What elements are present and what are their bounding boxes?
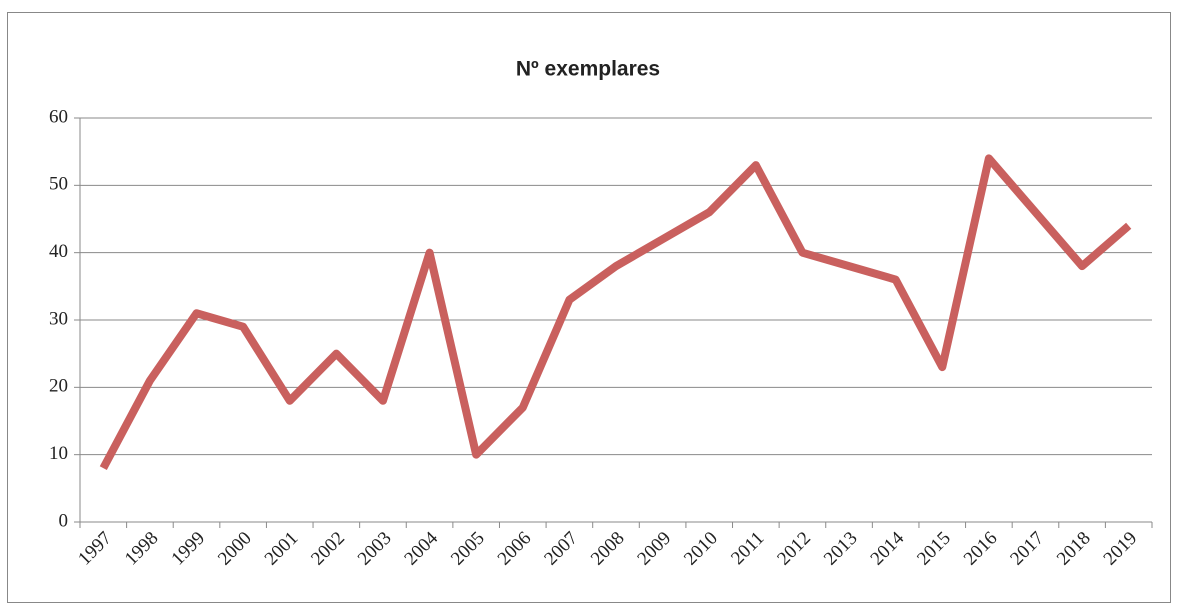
chart-border [7,12,1171,603]
y-tick-label: 0 [59,510,69,531]
y-tick-label: 20 [49,376,68,397]
y-tick-label: 50 [49,174,68,195]
data-line [99,154,1132,471]
y-tick-label: 60 [49,106,68,127]
chart-title: Nº exemplares [516,58,660,81]
y-tick-label: 40 [49,241,68,262]
y-tick-label: 10 [49,443,68,464]
y-tick-label: 30 [49,308,68,329]
